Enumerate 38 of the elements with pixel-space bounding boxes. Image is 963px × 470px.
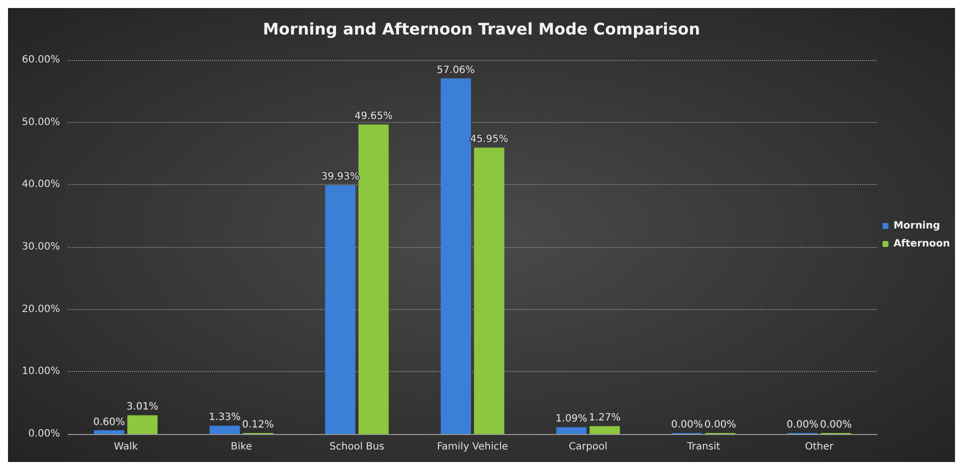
data-label: 49.65% bbox=[354, 111, 393, 122]
data-label: 1.27% bbox=[588, 412, 621, 424]
x-tick-label: Carpool bbox=[568, 442, 608, 452]
bar bbox=[474, 148, 504, 434]
data-label: 0.00% bbox=[786, 420, 818, 430]
bar bbox=[94, 430, 124, 434]
data-label: 0.60% bbox=[93, 416, 126, 428]
data-label: 0.00% bbox=[671, 420, 703, 430]
bar bbox=[590, 426, 620, 434]
data-label: 0.00% bbox=[704, 420, 736, 430]
x-tick-label: Family Vehicle bbox=[436, 442, 508, 452]
data-label: 57.06% bbox=[436, 64, 475, 76]
y-tick-label: 40.00% bbox=[22, 179, 60, 190]
chart-title: Morning and Afternoon Travel Mode Comparison bbox=[262, 20, 700, 38]
y-tick-label: 10.00% bbox=[22, 366, 60, 378]
data-label: 0.12% bbox=[242, 420, 274, 430]
x-tick-label: Bike bbox=[230, 442, 252, 452]
y-tick-label: 60.00% bbox=[22, 54, 60, 66]
bar bbox=[325, 185, 356, 434]
y-tick-label: 20.00% bbox=[22, 304, 60, 315]
bar bbox=[358, 124, 389, 434]
x-tick-label: Other bbox=[805, 442, 834, 452]
bar bbox=[127, 415, 158, 434]
y-tick-label: 30.00% bbox=[22, 242, 60, 252]
data-label: 1.09% bbox=[556, 414, 588, 425]
x-tick-label: Transit bbox=[686, 442, 720, 452]
data-label: 0.00% bbox=[820, 420, 852, 430]
bar bbox=[210, 426, 240, 434]
y-tick-label: 50.00% bbox=[22, 116, 60, 128]
x-tick-label: Walk bbox=[114, 442, 138, 452]
legend-label: Morning bbox=[893, 220, 940, 232]
y-tick-label: 0.00% bbox=[28, 428, 60, 440]
data-label: 3.01% bbox=[126, 402, 158, 413]
data-label: 1.33% bbox=[208, 412, 241, 424]
bar bbox=[440, 78, 471, 434]
bar bbox=[556, 427, 587, 434]
legend-label: Afternoon bbox=[893, 238, 950, 250]
x-tick-label: School Bus bbox=[330, 442, 384, 452]
